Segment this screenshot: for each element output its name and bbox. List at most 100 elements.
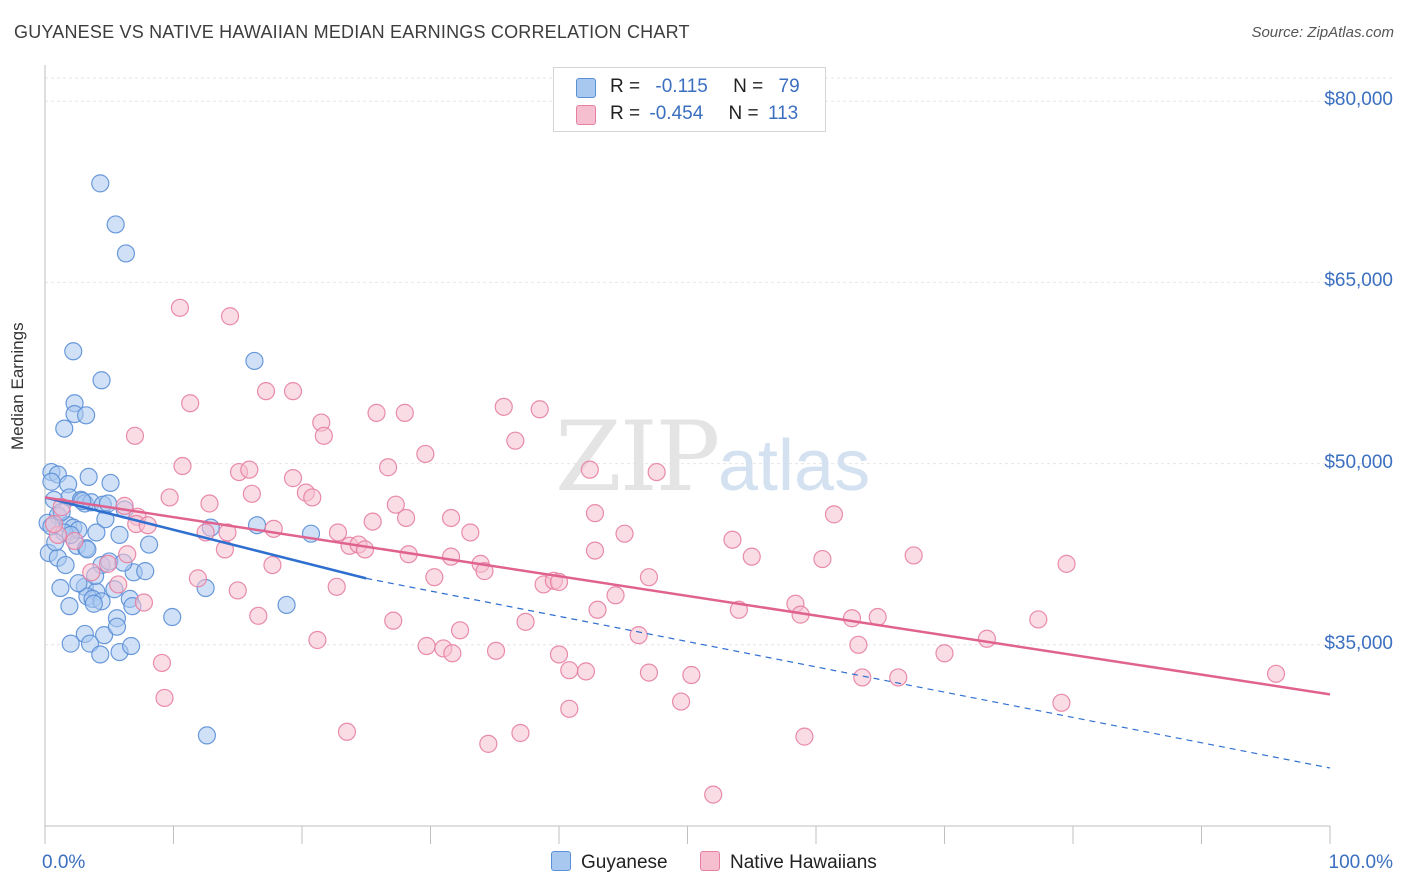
r-value: -0.454 [649, 103, 704, 124]
data-point [152, 653, 172, 673]
data-point [277, 595, 296, 615]
data-point [125, 426, 145, 445]
data-point [107, 617, 127, 636]
x-tick-label-min: 0.0% [42, 852, 86, 873]
data-point [51, 578, 70, 598]
data-point [441, 547, 461, 566]
data-point [1052, 693, 1071, 712]
data-point [795, 727, 814, 746]
data-point [283, 469, 303, 488]
data-point [682, 665, 701, 685]
data-point [639, 663, 659, 682]
series-layer [38, 174, 1286, 804]
data-point [842, 609, 862, 628]
data-point [704, 785, 723, 804]
data-point [91, 645, 110, 664]
n-label: N = [728, 103, 759, 124]
data-point [475, 562, 494, 581]
data-point [935, 644, 954, 663]
data-point [588, 600, 607, 619]
data-point [64, 342, 83, 361]
data-point [506, 431, 525, 450]
data-point [1057, 554, 1076, 573]
data-point [417, 636, 436, 656]
n-value: 79 [778, 76, 800, 97]
data-point [824, 505, 844, 524]
data-point [849, 635, 868, 654]
stats-legend: R = -0.115 N = 79 R = -0.454 N = 113 [553, 67, 826, 132]
legend-label: Native Hawaiians [730, 852, 877, 873]
data-point [61, 634, 80, 653]
data-point [904, 546, 923, 565]
x-tick-label-max: 100.0% [1328, 852, 1393, 873]
data-point [580, 460, 599, 479]
data-point [139, 535, 159, 554]
chart-title: GUYANESE VS NATIVE HAWAIIAN MEDIAN EARNI… [14, 22, 690, 42]
data-point [77, 406, 96, 425]
data-point [181, 394, 200, 413]
data-point [160, 488, 179, 507]
data-point [98, 494, 118, 513]
r-value: -0.115 [655, 76, 708, 97]
data-point [479, 734, 498, 753]
data-point [355, 540, 375, 559]
data-point [95, 626, 114, 645]
data-point [629, 626, 648, 645]
trend-line-guyanese [44, 496, 367, 580]
watermark-zip: ZIP [555, 401, 718, 513]
data-point [853, 668, 872, 687]
data-point [889, 668, 908, 687]
data-point [308, 630, 327, 650]
data-point [395, 403, 414, 422]
data-point [87, 523, 106, 542]
data-point [425, 568, 444, 587]
data-point [55, 419, 74, 438]
data-point [606, 586, 625, 605]
n-value: 113 [767, 103, 799, 124]
data-point [84, 594, 103, 613]
data-point [384, 611, 403, 630]
data-point [585, 504, 605, 523]
y-tick-label: $35,000 [1324, 632, 1393, 654]
data-point [450, 621, 470, 640]
data-point [134, 593, 154, 612]
y-tick-label: $65,000 [1324, 270, 1393, 292]
data-point [98, 554, 118, 573]
trend-layer [44, 496, 1331, 769]
watermark-atlas: atlas [718, 426, 870, 506]
data-point [264, 519, 283, 538]
data-point [42, 472, 61, 491]
r-label: R = [610, 76, 641, 97]
data-point [79, 467, 98, 487]
data-point [220, 307, 240, 326]
data-point [639, 568, 659, 587]
data-point [303, 488, 322, 507]
data-point [242, 484, 261, 503]
legend-label: Guyanese [581, 852, 668, 873]
trend-line-extension [366, 577, 1331, 769]
data-point [328, 523, 348, 542]
data-point [82, 563, 101, 582]
data-point [170, 298, 190, 317]
data-point [91, 174, 110, 193]
y-tick-label: $80,000 [1324, 89, 1393, 111]
data-point [228, 581, 247, 600]
data-point [327, 577, 346, 596]
trend-line-native-hawaiians [44, 496, 1331, 696]
data-point [742, 547, 761, 566]
data-point [200, 494, 219, 513]
data-point [486, 641, 506, 660]
data-point [647, 462, 666, 482]
data-point [1266, 664, 1286, 683]
legend-item-guyanese[interactable]: Guyanese [551, 851, 668, 874]
data-point [106, 215, 125, 234]
data-point [44, 514, 64, 534]
legend-item-native-hawaiians[interactable]: Native Hawaiians [700, 851, 877, 874]
data-point [530, 400, 549, 419]
data-point [386, 495, 405, 514]
source-label: Source: ZipAtlas.com [1251, 24, 1394, 41]
data-point [60, 597, 79, 616]
data-point [256, 382, 276, 401]
data-point [615, 524, 634, 543]
